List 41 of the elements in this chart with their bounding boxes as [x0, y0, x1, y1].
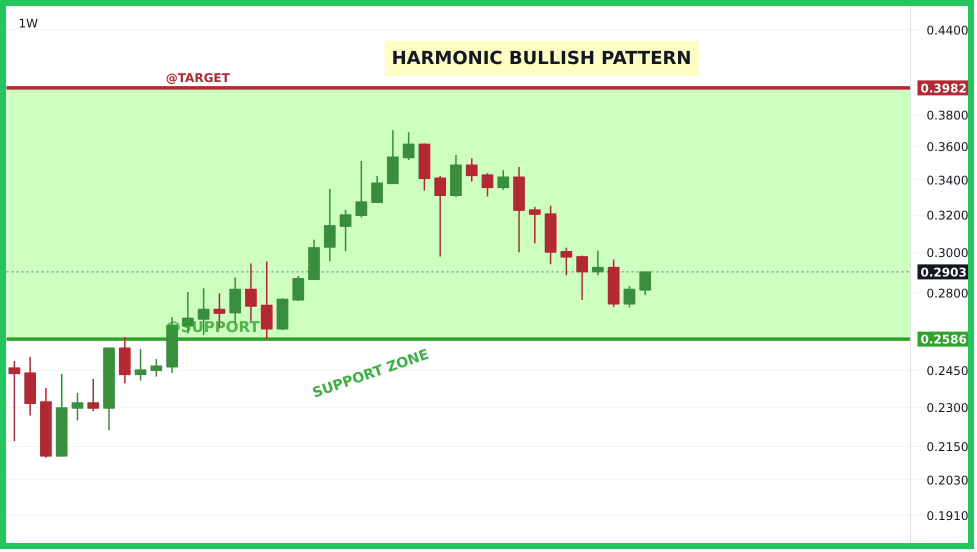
candlestick	[434, 175, 446, 258]
ref-line-label: 0.3982	[920, 81, 967, 96]
candlestick	[466, 158, 478, 182]
candlestick	[8, 360, 20, 442]
candlestick	[87, 378, 100, 412]
y-tick-label: 0.2300	[926, 400, 968, 415]
y-tick-label: 0.2150	[926, 440, 968, 454]
candlestick	[576, 254, 588, 301]
candlestick	[402, 131, 415, 161]
candlestick	[150, 358, 162, 378]
y-tick-label: 0.2450	[926, 364, 968, 378]
ref-line-label: 0.2903	[920, 265, 967, 280]
candlestick	[355, 160, 368, 218]
y-tick-label: 0.3000	[926, 246, 968, 260]
annotation: @TARGET	[166, 70, 231, 85]
ref-line-label: 0.2586	[920, 332, 967, 347]
candlestick	[260, 260, 273, 340]
candlestick	[292, 275, 304, 302]
y-tick-label: 0.2800	[926, 286, 968, 300]
candlestick	[340, 209, 352, 252]
candlestick	[72, 392, 84, 422]
text: HARMONIC BULLISH PATTERN	[392, 48, 692, 69]
annotation: 1W	[18, 16, 38, 30]
candlestick	[560, 246, 572, 276]
candlestick	[624, 285, 636, 308]
candlestick	[245, 262, 257, 322]
candlestick	[134, 348, 146, 382]
candlestick	[497, 169, 510, 191]
y-tick-label: 0.1910	[926, 508, 968, 523]
candlestick	[371, 175, 383, 204]
y-tick-label: 0.3600	[926, 140, 968, 154]
y-tick-label: 0.3200	[926, 208, 968, 223]
candlestick	[324, 188, 336, 262]
y-tick-label: 0.3400	[926, 173, 968, 188]
y-tick-label: 0.3800	[926, 108, 968, 123]
candlestick	[528, 206, 541, 244]
y-tick-label: 0.4400	[926, 23, 968, 38]
y-tick-label: 0.2030	[926, 473, 968, 488]
candlestick	[592, 250, 604, 276]
candlestick	[639, 271, 652, 296]
candlestick	[482, 172, 494, 198]
